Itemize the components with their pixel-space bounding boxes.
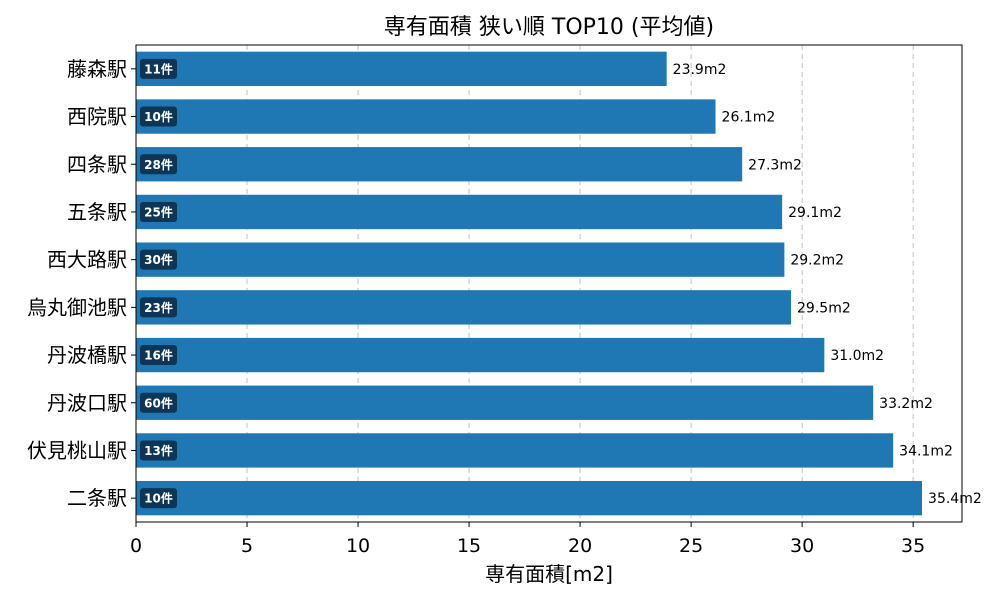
bar-value-label: 29.5m2 [797, 300, 851, 316]
count-badge [140, 297, 177, 318]
bar [136, 194, 783, 230]
bar-value-label: 23.9m2 [673, 62, 727, 78]
y-tick-label: 伏見桃山駅 [27, 438, 127, 462]
count-badge [140, 249, 177, 270]
bar [136, 147, 743, 182]
y-tick-label: 二条駅 [67, 486, 127, 510]
bar-value-label: 35.4m2 [928, 491, 982, 507]
bar-value-label: 26.1m2 [722, 110, 776, 126]
count-badge-label: 10件 [144, 109, 173, 124]
bar [136, 337, 825, 373]
bar-value-label: 29.1m2 [788, 205, 842, 221]
count-badge [140, 106, 177, 127]
count-badge-label: 60件 [144, 395, 173, 410]
y-tick-label: 烏丸御池駅 [27, 295, 127, 319]
y-tick-label: 丹波橋駅 [47, 343, 127, 367]
count-badge-label: 11件 [144, 61, 173, 76]
bar [136, 99, 716, 134]
y-tick-label: 西大路駅 [47, 248, 127, 272]
count-badge-label: 28件 [144, 157, 173, 172]
bar-value-label: 33.2m2 [879, 396, 933, 412]
y-tick-label: 藤森駅 [67, 57, 127, 81]
x-tick-label: 35 [901, 535, 925, 557]
count-badge-label: 10件 [144, 491, 173, 506]
x-tick-label: 0 [130, 535, 142, 557]
count-badge [140, 201, 177, 222]
bar [136, 242, 785, 277]
count-badge [140, 440, 177, 461]
chart-title: 専有面積 狭い順 TOP10 (平均値) [384, 15, 714, 40]
x-tick-label: 30 [790, 535, 814, 557]
plot-frame [135, 44, 963, 523]
y-tick-label: 四条駅 [67, 152, 127, 176]
count-badge [140, 154, 177, 175]
y-tick-label: 五条駅 [67, 200, 127, 224]
bar-value-label: 27.3m2 [748, 157, 802, 173]
bars: 11件 23.9m2 10件 26.1m2 28件 27.3m2 25件 29.1m2 30件 2… [136, 51, 982, 516]
x-axis-ticks: 0 5 10 15 20 25 30 35 [130, 522, 925, 557]
bar [136, 433, 894, 468]
count-badge [140, 488, 177, 509]
x-tick-label: 5 [241, 535, 253, 557]
y-tick-label: 丹波口駅 [47, 391, 127, 415]
bar-value-label: 31.0m2 [830, 348, 884, 364]
bar-value-label: 29.2m2 [790, 253, 844, 269]
y-tick-label: 西院駅 [67, 105, 127, 129]
x-tick-label: 20 [568, 535, 592, 557]
bar-value-label: 34.1m2 [899, 443, 953, 459]
count-badge-label: 16件 [144, 348, 173, 363]
x-tick-label: 10 [346, 535, 370, 557]
x-axis-label: 専有面積[m2] [485, 562, 613, 586]
count-badge [140, 392, 177, 413]
x-tick-label: 25 [679, 535, 703, 557]
bar [136, 385, 874, 420]
bar [136, 480, 923, 516]
count-badge-label: 25件 [144, 204, 173, 219]
bar [136, 51, 667, 87]
count-badge-label: 13件 [144, 443, 173, 458]
count-badge-label: 23件 [144, 300, 173, 315]
count-badge [140, 58, 177, 79]
x-tick-label: 15 [457, 535, 481, 557]
count-badge-label: 30件 [144, 252, 173, 267]
count-badge [140, 345, 177, 366]
bar [136, 290, 792, 325]
